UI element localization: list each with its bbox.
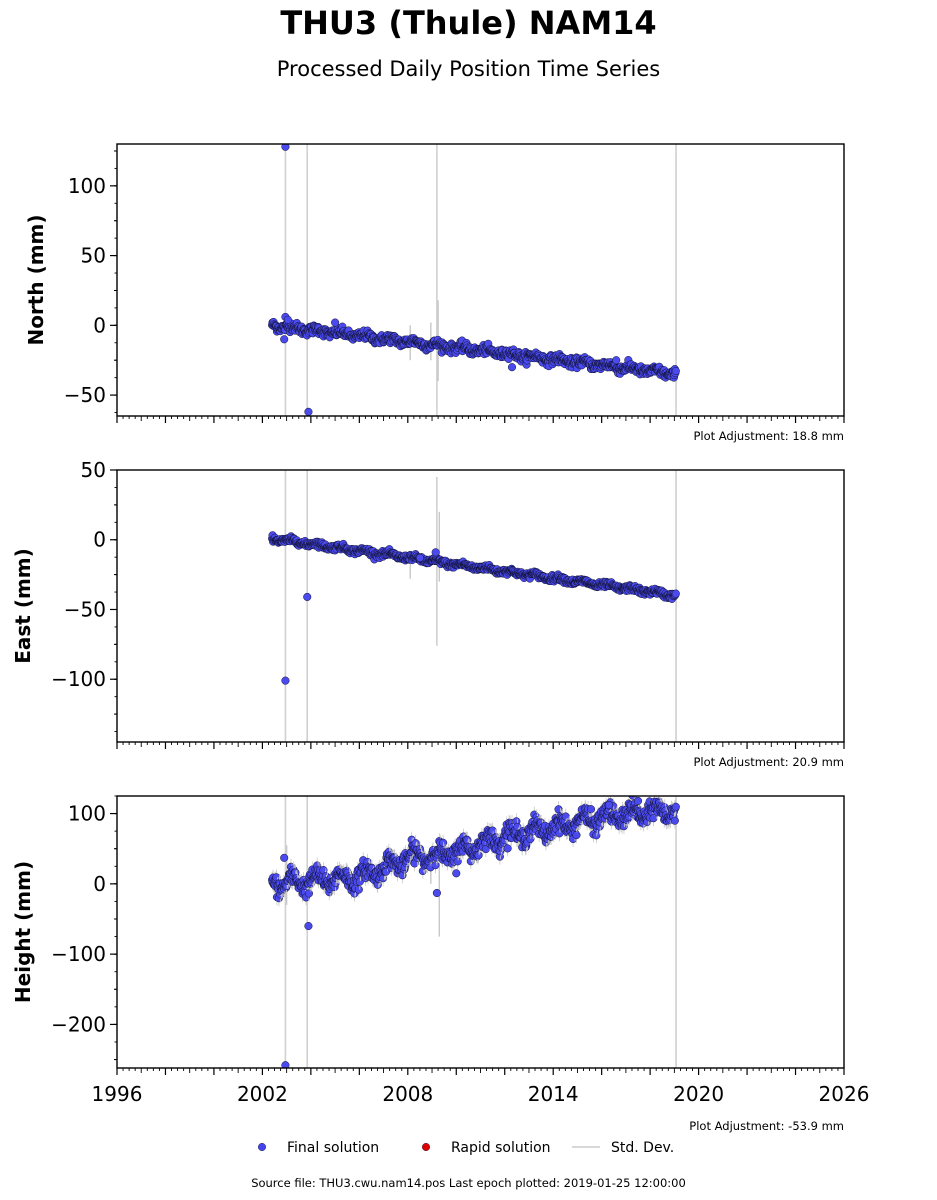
plot-area xyxy=(268,144,680,416)
x-tick-label: 2026 xyxy=(819,1082,870,1106)
y-tick-label: 100 xyxy=(68,802,106,826)
data-point xyxy=(572,831,581,840)
y-axis: −100 −50 0 50 xyxy=(51,458,117,732)
plot-adjustment-label: Plot Adjustment: 18.8 mm xyxy=(693,429,844,443)
data-point xyxy=(503,844,512,853)
outlier-point xyxy=(303,592,312,601)
plot-adjustment-label: Plot Adjustment: 20.9 mm xyxy=(693,755,844,769)
y-axis-label: Height (mm) xyxy=(11,861,35,1003)
outlier-point xyxy=(452,869,461,878)
data-point xyxy=(304,889,313,898)
plot-area xyxy=(268,796,680,1068)
outlier-point xyxy=(281,676,290,685)
outlier-point xyxy=(304,407,313,416)
final-solution-points xyxy=(268,796,680,907)
outlier-point xyxy=(304,921,313,931)
y-axis: −50 0 50 100 xyxy=(64,150,117,413)
legend-marker xyxy=(258,1142,267,1151)
data-point xyxy=(586,805,596,814)
data-point xyxy=(628,796,637,800)
outlier-point xyxy=(280,335,289,344)
outlier-point xyxy=(604,801,613,810)
x-tick-label: 2002 xyxy=(237,1082,288,1106)
y-axis-label: East (mm) xyxy=(11,548,35,664)
data-point xyxy=(670,816,679,825)
x-tick-label: 2008 xyxy=(382,1082,433,1106)
chart-title: THU3 (Thule) NAM14 xyxy=(280,4,657,42)
y-tick-label: 0 xyxy=(93,313,106,337)
data-point xyxy=(354,885,363,894)
legend-label: Std. Dev. xyxy=(611,1140,674,1156)
final-solution-points xyxy=(268,531,680,603)
y-tick-label: 50 xyxy=(81,458,106,482)
outlier-point xyxy=(507,363,517,372)
data-point xyxy=(431,861,440,870)
data-point xyxy=(453,857,462,866)
y-tick-label: −200 xyxy=(51,1012,106,1036)
y-axis: −200 −100 0 100 xyxy=(51,795,117,1061)
plot-area xyxy=(268,470,680,742)
data-point xyxy=(474,851,483,860)
y-tick-label: 0 xyxy=(93,528,106,552)
x-axis xyxy=(116,742,845,749)
outlier-point xyxy=(331,318,340,327)
outlier-point xyxy=(633,796,643,805)
outlier-point xyxy=(281,144,290,151)
outlier-point xyxy=(280,853,289,862)
data-point xyxy=(671,589,680,598)
x-axis xyxy=(116,416,845,423)
chart-subtitle: Processed Daily Position Time Series xyxy=(276,57,661,81)
source-footer: Source file: THU3.cwu.nam14.pos Last epo… xyxy=(251,1176,686,1190)
outlier-point xyxy=(432,888,441,898)
y-tick-label: −100 xyxy=(51,667,106,691)
plot-frame xyxy=(116,469,845,743)
y-tick-label: −50 xyxy=(64,597,106,621)
outlier-point xyxy=(415,553,424,562)
plot-frame xyxy=(116,143,845,417)
y-tick-label: −50 xyxy=(64,383,106,407)
data-point xyxy=(671,802,680,811)
legend-marker xyxy=(422,1142,431,1151)
plot-adjustment-label: Plot Adjustment: -53.9 mm xyxy=(689,1119,844,1133)
panel-2: −100 −50 0 50 East (mm) Plot Adjustment: 20.9… xyxy=(11,458,845,769)
y-tick-label: 0 xyxy=(93,872,106,896)
x-tick-label: 2014 xyxy=(528,1082,579,1106)
outlier-point xyxy=(431,548,440,557)
panel-1: −50 0 50 100 North (mm) Plot Adjustment: 18.8… xyxy=(24,143,845,443)
legend-label: Rapid solution xyxy=(451,1140,551,1156)
outlier-point xyxy=(281,1061,290,1068)
data-point xyxy=(526,834,535,843)
y-axis-label: North (mm) xyxy=(24,214,48,345)
data-point xyxy=(671,366,680,376)
legend: Final solution Rapid solution Std. Dev. xyxy=(258,1140,674,1156)
final-solution-points xyxy=(268,317,680,382)
y-tick-label: 50 xyxy=(81,244,106,268)
legend-label: Final solution xyxy=(287,1140,379,1156)
y-tick-label: 100 xyxy=(68,174,106,198)
outlier-point xyxy=(612,356,621,365)
panel-3: −200 −100 0 100 Height (mm) 1996 2002 2008 2014 2… xyxy=(11,795,870,1133)
y-tick-label: −100 xyxy=(51,942,106,966)
outlier-point xyxy=(283,315,292,324)
x-axis: 1996 2002 2008 2014 2020 2026 xyxy=(92,1068,870,1106)
data-point xyxy=(592,831,601,840)
x-tick-label: 1996 xyxy=(92,1082,143,1106)
x-tick-label: 2020 xyxy=(673,1082,724,1106)
